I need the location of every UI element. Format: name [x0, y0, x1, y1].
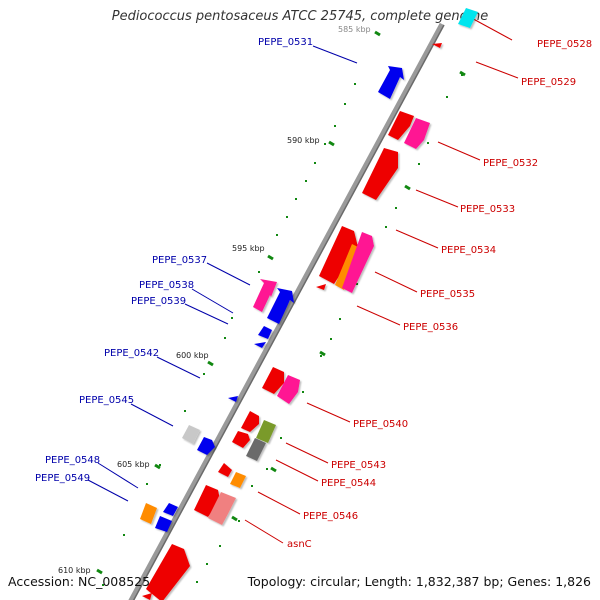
- gene-feature: [342, 232, 374, 293]
- scale-label: 595 kbp: [232, 244, 265, 253]
- genome-backbone: [128, 22, 445, 600]
- gene-feature: [232, 431, 250, 448]
- gene-feature: [277, 375, 300, 404]
- gene-label: PEPE_0535: [420, 289, 475, 300]
- forward-strand-genes: [142, 8, 478, 600]
- gene-feature: [142, 593, 152, 600]
- gene-feature: [432, 43, 442, 48]
- scale-label: 590 kbp: [287, 136, 320, 145]
- gene-label: PEPE_0548: [45, 455, 100, 466]
- gene-label: PEPE_0533: [460, 204, 515, 215]
- gene-label: asnC: [287, 539, 312, 550]
- gene-label: PEPE_0531: [258, 37, 313, 48]
- gene-feature: [362, 148, 398, 200]
- gene-feature: [258, 326, 272, 339]
- scale-label: 600 kbp: [176, 351, 209, 360]
- gene-feature: [155, 516, 172, 532]
- gene-label: PEPE_0543: [331, 460, 386, 471]
- gene-label: PEPE_0539: [131, 296, 186, 307]
- gene-feature: [140, 503, 157, 524]
- accession-text: Accession: NC_008525: [8, 574, 151, 589]
- scale-label: 605 kbp: [117, 460, 150, 469]
- gene-feature: [319, 226, 358, 284]
- gene-label: PEPE_0534: [441, 245, 496, 256]
- gene-feature: [230, 472, 246, 488]
- gene-label: PEPE_0545: [79, 395, 134, 406]
- map-title: Pediococcus pentosaceus ATCC 25745, comp…: [111, 9, 489, 24]
- major-tick-marks: [96, 30, 466, 575]
- genome-backbone-shade: [132, 24, 445, 600]
- gene-label: PEPE_0532: [483, 158, 538, 169]
- gene-label: PEPE_0537: [152, 255, 207, 266]
- reverse-strand-genes: [140, 66, 404, 532]
- gene-feature: [316, 284, 326, 290]
- gene-label: PEPE_0540: [353, 419, 408, 430]
- scale-label: 585 kbp: [338, 25, 371, 34]
- gene-feature: [254, 342, 266, 348]
- gene-feature: [146, 544, 190, 600]
- tick-track-outer: [102, 83, 356, 586]
- gene-feature: [267, 288, 294, 324]
- gene-label: PEPE_0549: [35, 473, 90, 484]
- tick-track-inner: [196, 74, 463, 583]
- gene-feature: [262, 367, 284, 394]
- gene-feature: [182, 425, 200, 444]
- gene-feature: [163, 503, 178, 516]
- gene-label: PEPE_0536: [403, 322, 458, 333]
- gene-feature: [256, 420, 276, 443]
- gene-label: PEPE_0542: [104, 348, 159, 359]
- gene-feature: [208, 492, 236, 525]
- gene-label: PEPE_0529: [521, 77, 576, 88]
- genome-summary-text: Topology: circular; Length: 1,832,387 bp…: [247, 574, 591, 589]
- gene-feature: [378, 66, 404, 99]
- gene-label: PEPE_0546: [303, 511, 358, 522]
- gene-feature: [388, 111, 414, 140]
- gene-labels: PEPE_0528 PEPE_0529 PEPE_0531 PEPE_0532 …: [35, 37, 592, 550]
- gene-feature: [246, 438, 266, 461]
- scale-labels: 585 kbp 590 kbp 595 kbp 600 kbp 605 kbp …: [58, 25, 371, 575]
- gene-feature: [218, 463, 232, 477]
- gene-feature: [404, 118, 430, 149]
- scale-label: 610 kbp: [58, 566, 91, 575]
- leader-lines: [87, 14, 519, 544]
- gene-label: PEPE_0544: [321, 478, 376, 489]
- gene-label: PEPE_0538: [139, 280, 194, 291]
- gene-feature: [197, 437, 215, 455]
- gene-feature: [241, 411, 259, 432]
- gene-feature: [458, 8, 478, 28]
- gene-label: PEPE_0528: [537, 39, 592, 50]
- gene-feature: [228, 396, 238, 402]
- gene-feature: [253, 279, 277, 312]
